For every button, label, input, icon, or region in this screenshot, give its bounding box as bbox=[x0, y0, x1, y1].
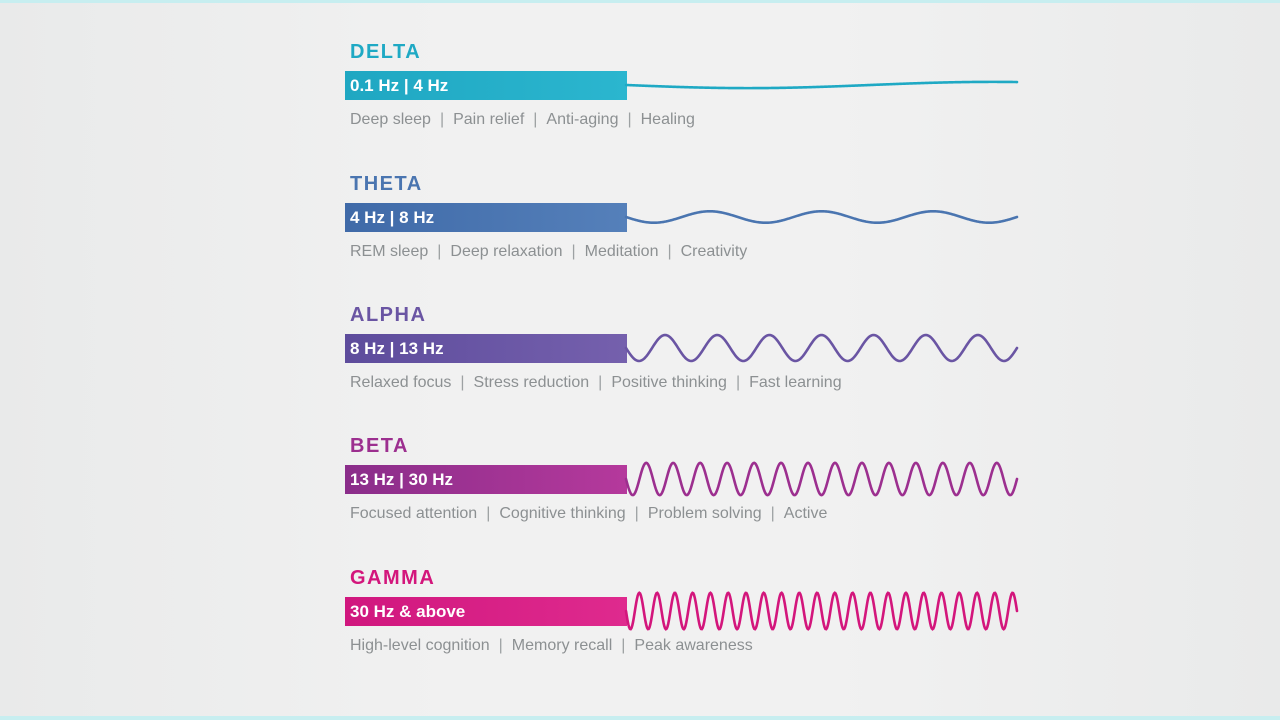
frequency-range-label: 30 Hz & above bbox=[350, 602, 466, 621]
effect-label: Fast learning bbox=[749, 374, 842, 391]
separator: | bbox=[571, 243, 576, 260]
effect-label: REM sleep bbox=[350, 243, 429, 260]
band-title: THETA bbox=[350, 173, 423, 195]
wave-line bbox=[624, 333, 1019, 363]
frequency-bar: 4 Hz | 8 Hz bbox=[345, 203, 627, 232]
band-alpha: ALPHA 8 Hz | 13 Hz Relaxed focus | Stress … bbox=[345, 303, 1019, 413]
frequency-bar: 0.1 Hz | 4 Hz bbox=[345, 71, 627, 100]
separator: | bbox=[486, 505, 491, 522]
effect-label: Focused attention bbox=[350, 505, 478, 522]
effect-label: Healing bbox=[640, 111, 695, 128]
frequency-bar: 8 Hz | 13 Hz bbox=[345, 334, 627, 363]
separator: | bbox=[735, 374, 741, 391]
effect-label: Pain relief bbox=[453, 111, 525, 128]
separator: | bbox=[533, 111, 538, 128]
frequency-range-label: 13 Hz | 30 Hz bbox=[350, 470, 454, 489]
separator: | bbox=[460, 374, 465, 391]
effect-label: Memory recall bbox=[511, 637, 613, 654]
effect-label: Creativity bbox=[680, 243, 748, 260]
top-frame-edge bbox=[0, 0, 1280, 3]
band-title: DELTA bbox=[350, 41, 422, 63]
effect-label: Positive thinking bbox=[611, 374, 727, 391]
wave-line bbox=[624, 591, 1019, 631]
effect-label: Deep sleep bbox=[350, 111, 431, 128]
separator: | bbox=[634, 505, 639, 522]
wave-line bbox=[624, 209, 1019, 225]
effect-label: Deep relaxation bbox=[450, 243, 563, 260]
separator: | bbox=[770, 505, 775, 522]
effect-label: Cognitive thinking bbox=[499, 505, 626, 522]
effect-label: Relaxed focus bbox=[350, 374, 452, 391]
bottom-frame-edge bbox=[0, 716, 1280, 720]
effect-label: Meditation bbox=[584, 243, 659, 260]
effect-label: Stress reduction bbox=[473, 374, 590, 391]
separator: | bbox=[439, 111, 445, 128]
wave-line bbox=[624, 80, 1019, 90]
effects-list: Focused attention | Cognitive thinking | Pro… bbox=[350, 503, 827, 525]
band-title: ALPHA bbox=[350, 304, 427, 326]
effect-label: Peak awareness bbox=[634, 637, 753, 654]
band-title: BETA bbox=[350, 435, 409, 457]
effects-list: Deep sleep | Pain relief | Anti-aging | Healin… bbox=[350, 109, 695, 131]
frequency-range-label: 0.1 Hz | 4 Hz bbox=[350, 76, 449, 95]
effect-label: High-level cognition bbox=[350, 637, 490, 654]
separator: | bbox=[621, 637, 626, 654]
effects-list: High-level cognition | Memory recall | Peak … bbox=[350, 635, 753, 657]
wave-line bbox=[624, 461, 1019, 497]
frequency-bar: 30 Hz & above bbox=[345, 597, 627, 626]
band-beta: BETA 13 Hz | 30 Hz Focused attention | Cog… bbox=[345, 434, 1019, 544]
effect-label: Active bbox=[783, 505, 828, 522]
band-title: GAMMA bbox=[350, 567, 436, 589]
effect-label: Problem solving bbox=[647, 505, 762, 522]
effects-list: REM sleep | Deep relaxation | Meditation | Cre… bbox=[350, 241, 747, 263]
frequency-bar: 13 Hz | 30 Hz bbox=[345, 465, 627, 494]
effects-list: Relaxed focus | Stress reduction | Positive … bbox=[350, 372, 842, 394]
band-delta: DELTA 0.1 Hz | 4 Hz Deep sleep | Pain reli… bbox=[345, 40, 1019, 150]
effect-label: Anti-aging bbox=[546, 111, 619, 128]
band-gamma: GAMMA 30 Hz & above High-level cognition… bbox=[345, 566, 1019, 676]
separator: | bbox=[598, 374, 603, 391]
separator: | bbox=[667, 243, 672, 260]
frequency-range-label: 8 Hz | 13 Hz bbox=[350, 339, 444, 358]
frequency-range-label: 4 Hz | 8 Hz bbox=[350, 208, 435, 227]
band-theta: THETA 4 Hz | 8 Hz REM sleep | Deep relaxat… bbox=[345, 172, 1019, 282]
separator: | bbox=[498, 637, 503, 654]
separator: | bbox=[627, 111, 632, 128]
separator: | bbox=[437, 243, 442, 260]
